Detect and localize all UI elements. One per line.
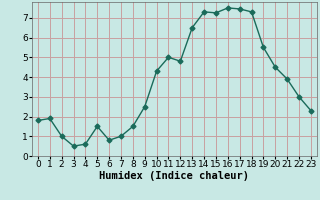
X-axis label: Humidex (Indice chaleur): Humidex (Indice chaleur) <box>100 171 249 181</box>
